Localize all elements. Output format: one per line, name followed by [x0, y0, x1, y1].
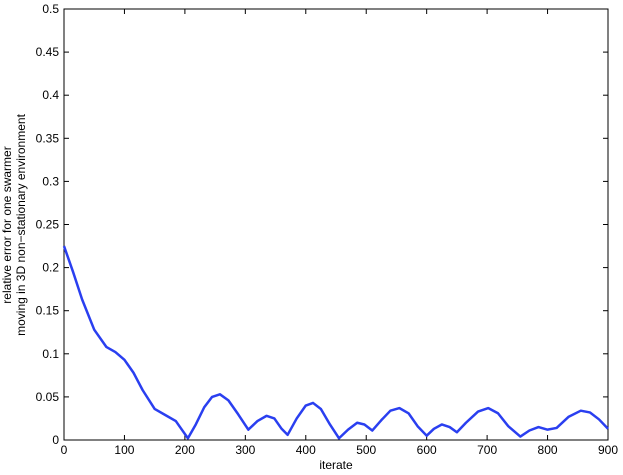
y-tick-label: 0.4 — [42, 88, 59, 102]
y-tick-label: 0.3 — [42, 174, 59, 188]
y-tick-label: 0 — [52, 433, 59, 447]
y-tick-label: 0.45 — [36, 45, 60, 59]
x-axis-label: iterate — [319, 458, 353, 472]
y-tick-label: 0.5 — [42, 2, 59, 16]
y-tick-label: 0.15 — [36, 304, 60, 318]
x-tick-label: 800 — [538, 443, 558, 457]
y-axis-label: relative error for one swarmer — [0, 146, 14, 303]
x-tick-label: 900 — [598, 443, 618, 457]
x-tick-label: 400 — [296, 443, 316, 457]
x-tick-label: 300 — [235, 443, 255, 457]
x-tick-label: 0 — [61, 443, 68, 457]
y-tick-label: 0.25 — [36, 218, 60, 232]
y-axis-label: moving in 3D non−stationary environment — [14, 113, 28, 335]
plot-frame — [63, 8, 609, 441]
y-tick-label: 0.2 — [42, 261, 59, 275]
x-tick-label: 700 — [477, 443, 497, 457]
x-tick-label: 600 — [417, 443, 437, 457]
y-tick-label: 0.35 — [36, 131, 60, 145]
x-tick-label: 200 — [175, 443, 195, 457]
data-line — [62, 245, 609, 440]
y-tick-label: 0.1 — [42, 347, 59, 361]
y-tick-label: 0.05 — [36, 390, 60, 404]
x-tick-label: 500 — [356, 443, 376, 457]
x-tick-label: 100 — [114, 443, 134, 457]
